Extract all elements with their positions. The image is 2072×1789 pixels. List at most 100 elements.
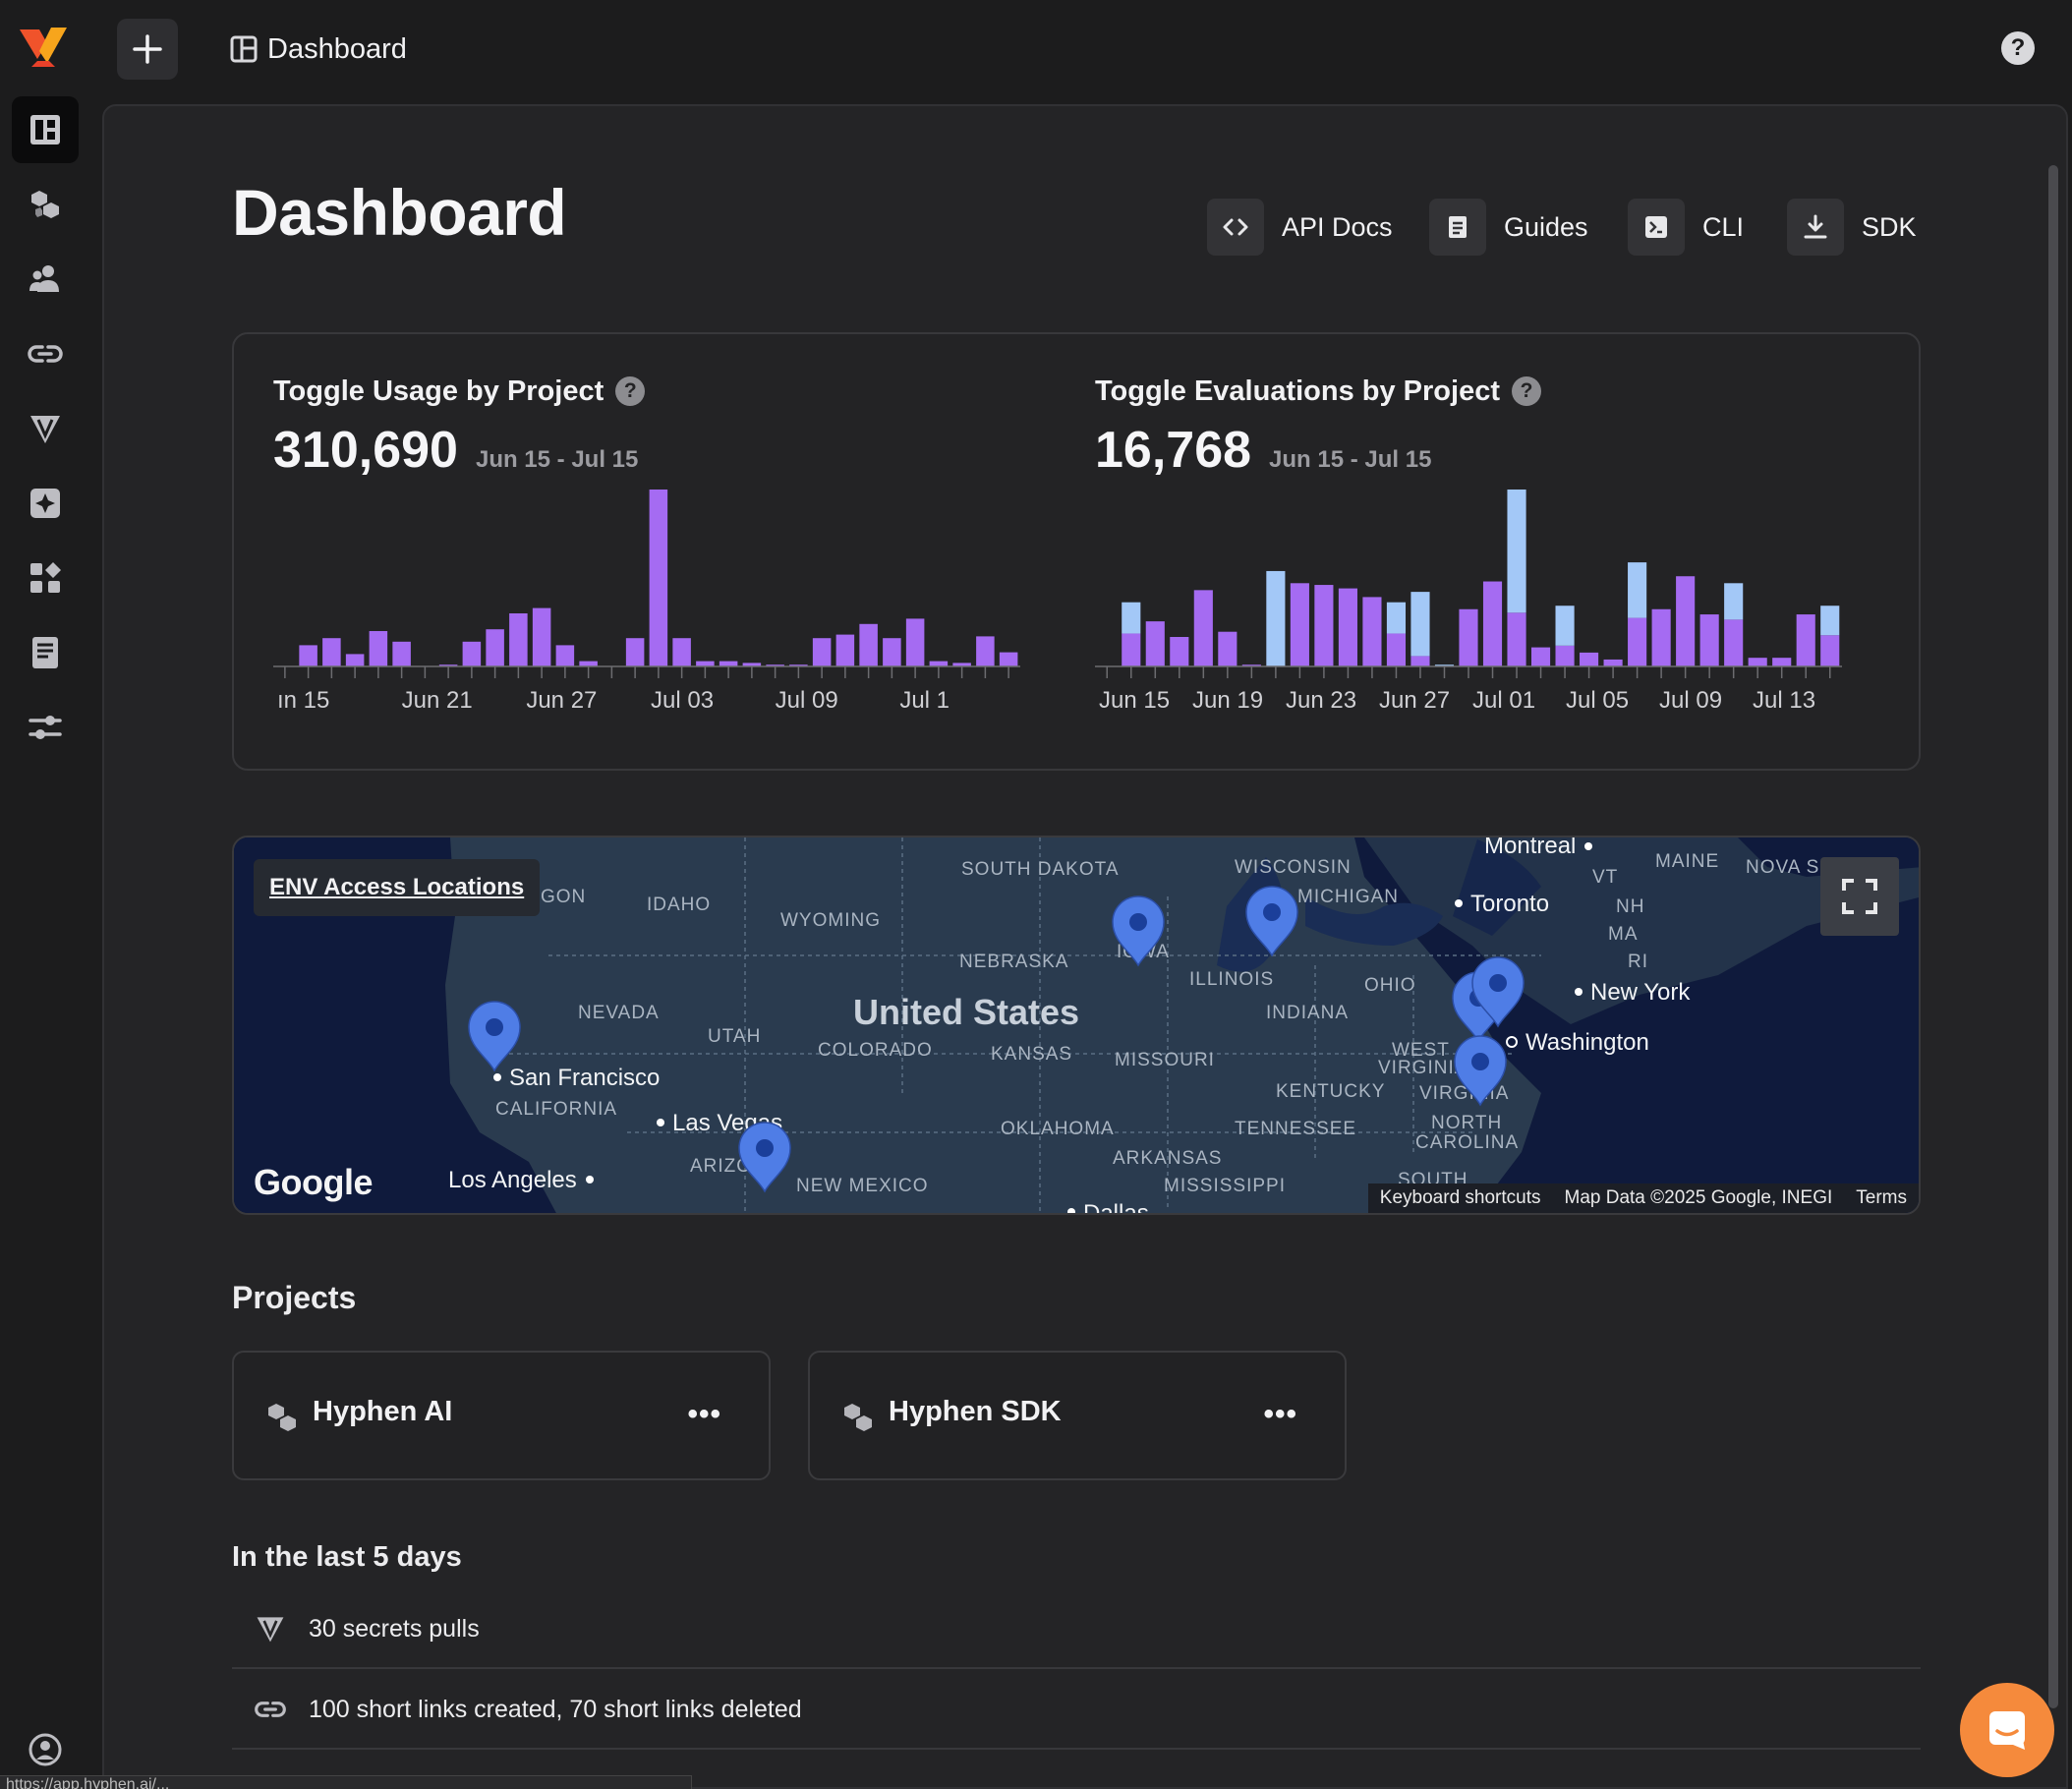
chart-bar[interactable] [812, 638, 832, 666]
chart-bar[interactable] [345, 654, 365, 666]
chart-bar[interactable] [555, 645, 575, 666]
sidebar-item-toggles[interactable] [12, 470, 79, 537]
chart-bar[interactable] [1241, 664, 1261, 666]
chart-bar[interactable] [1338, 588, 1357, 666]
chart-bar[interactable] [1530, 647, 1551, 666]
chart-bar[interactable] [486, 629, 504, 666]
usage-bar-chart[interactable]: ın 15 Jun 21 Jun 27 Jul 03 Jul 09 Jul 1 [273, 490, 1020, 725]
chart-bar[interactable] [672, 638, 691, 666]
breadcrumb[interactable]: Dashboard [230, 28, 407, 71]
chart-bar[interactable] [322, 638, 341, 666]
chart-bar[interactable] [1724, 619, 1744, 666]
chart-bar[interactable] [1748, 658, 1767, 666]
chart-bar[interactable] [1482, 581, 1503, 666]
cli-button[interactable]: CLI [1628, 199, 1744, 256]
chart-bar[interactable] [299, 645, 317, 666]
help-button[interactable]: ? [2001, 31, 2035, 65]
chart-bar[interactable] [1651, 608, 1671, 666]
evaluations-bar-chart[interactable]: Jun 15 Jun 19 Jun 23 Jun 27 Jul 01 Jul 05 Jul … [1095, 490, 1842, 725]
sidebar-item-account[interactable] [12, 1716, 79, 1783]
chart-bar[interactable] [719, 661, 738, 666]
chart-bar[interactable] [1290, 583, 1309, 666]
chart-bar[interactable] [1507, 490, 1526, 613]
map-canvas[interactable]: SOUTH DAKOTA WISCONSIN MICHIGAN MAINE NO… [234, 837, 1921, 1215]
location-pin[interactable] [468, 1001, 521, 1072]
chart-bar[interactable] [1386, 602, 1407, 634]
chart-bar[interactable] [1266, 570, 1286, 666]
chart-bar[interactable] [369, 631, 388, 666]
more-options-button[interactable]: ••• [687, 1398, 721, 1430]
help-icon[interactable]: ? [1512, 376, 1541, 406]
hyphen-logo[interactable] [18, 22, 73, 69]
chart-bar[interactable] [1820, 606, 1840, 636]
location-pin[interactable] [738, 1122, 791, 1193]
chart-bar[interactable] [999, 652, 1018, 666]
chart-bar[interactable] [789, 664, 808, 666]
sidebar-item-projects[interactable] [12, 171, 79, 238]
chart-bar[interactable] [532, 607, 551, 666]
chart-bar[interactable] [1459, 608, 1478, 666]
chart-bar[interactable] [1434, 664, 1455, 666]
chart-bar[interactable] [859, 623, 878, 666]
chart-bar[interactable] [1122, 633, 1141, 666]
chart-bar[interactable] [625, 638, 645, 666]
map-label[interactable]: ENV Access Locations [254, 859, 541, 916]
project-card[interactable]: Hyphen SDK ••• [808, 1351, 1347, 1480]
chart-bar[interactable] [976, 636, 995, 666]
scrollbar[interactable] [2048, 165, 2058, 1708]
sdk-button[interactable]: SDK [1787, 199, 1917, 256]
chart-bar[interactable] [392, 641, 411, 666]
sidebar-item-secrets[interactable] [12, 395, 79, 462]
chart-bar[interactable] [929, 661, 949, 666]
chart-bar[interactable] [579, 661, 598, 666]
chart-bar[interactable] [1193, 590, 1213, 666]
chart-bar[interactable] [1386, 633, 1407, 666]
sidebar-item-apps[interactable] [12, 545, 79, 611]
chart-bar[interactable] [1145, 621, 1165, 666]
chart-bar[interactable] [1410, 592, 1430, 657]
project-card[interactable]: Hyphen AI ••• [232, 1351, 771, 1480]
chart-bar[interactable] [1314, 585, 1334, 666]
chart-bar[interactable] [1555, 645, 1575, 666]
chart-bar[interactable] [835, 634, 855, 666]
location-pin[interactable] [1454, 1035, 1507, 1107]
sidebar-item-dashboard[interactable] [12, 96, 79, 163]
add-button[interactable] [117, 19, 178, 80]
api-docs-button[interactable]: API Docs [1207, 199, 1393, 256]
chart-bar[interactable] [1555, 606, 1575, 646]
chart-bar[interactable] [1628, 617, 1647, 666]
chart-bar[interactable] [1122, 602, 1141, 634]
chart-bar[interactable] [438, 664, 458, 666]
more-options-button[interactable]: ••• [1263, 1398, 1297, 1430]
chat-button[interactable] [1960, 1683, 2054, 1777]
chart-bar[interactable] [766, 664, 784, 666]
chart-bar[interactable] [1772, 658, 1792, 666]
chart-bar[interactable] [1410, 656, 1430, 666]
sidebar-item-team[interactable] [12, 246, 79, 313]
chart-bar[interactable] [742, 663, 762, 666]
chart-bar[interactable] [1676, 576, 1696, 666]
chart-bar[interactable] [1796, 614, 1815, 666]
chart-bar[interactable] [1362, 597, 1382, 666]
chart-bar[interactable] [1724, 583, 1744, 620]
chart-bar[interactable] [696, 661, 715, 666]
chart-bar[interactable] [1628, 562, 1647, 618]
fullscreen-button[interactable] [1820, 857, 1899, 936]
location-pin[interactable] [1112, 895, 1165, 967]
chart-bar[interactable] [1699, 614, 1719, 666]
chart-bar[interactable] [649, 490, 668, 666]
location-pin[interactable] [1471, 956, 1525, 1028]
chart-bar[interactable] [1603, 659, 1623, 666]
chart-bar[interactable] [509, 613, 528, 666]
chart-bar[interactable] [952, 663, 971, 666]
chart-bar[interactable] [1507, 612, 1526, 666]
chart-bar[interactable] [1580, 652, 1599, 666]
sidebar-item-links[interactable] [12, 320, 79, 387]
sidebar-item-docs[interactable] [12, 619, 79, 686]
help-icon[interactable]: ? [615, 376, 646, 406]
chart-bar[interactable] [883, 638, 901, 666]
chart-bar[interactable] [1820, 635, 1840, 666]
chart-bar[interactable] [1218, 631, 1237, 666]
keyboard-shortcuts-link[interactable]: Keyboard shortcuts [1379, 1187, 1541, 1208]
location-pin[interactable] [1245, 886, 1298, 957]
